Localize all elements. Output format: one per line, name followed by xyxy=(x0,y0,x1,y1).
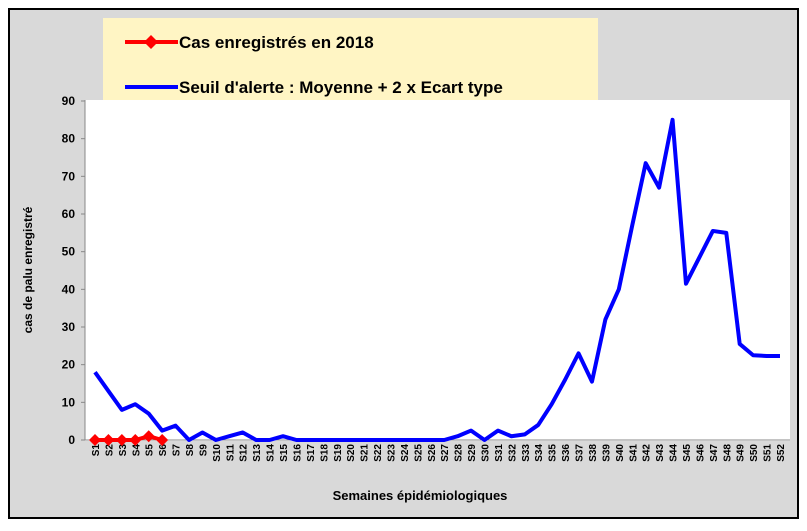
legend-label: Cas enregistrés en 2018 xyxy=(179,33,374,52)
x-tick-label: S8 xyxy=(185,444,196,457)
x-tick-label: S33 xyxy=(521,444,532,462)
x-tick-label: S3 xyxy=(118,444,129,457)
data-point xyxy=(89,434,101,446)
y-axis-title: cas de palu enregistré xyxy=(21,206,35,333)
y-tick-label: 10 xyxy=(62,395,76,409)
x-tick-label: S13 xyxy=(252,444,263,462)
x-tick-label: S14 xyxy=(266,444,277,462)
x-tick-label: S17 xyxy=(306,444,317,462)
x-tick-label: S52 xyxy=(776,444,787,462)
x-tick-label: S36 xyxy=(561,444,572,462)
x-tick-label: S21 xyxy=(360,444,371,462)
y-tick-label: 30 xyxy=(62,320,76,334)
x-tick-label: S26 xyxy=(427,444,438,462)
y-tick-label: 0 xyxy=(68,433,75,447)
x-tick-label: S7 xyxy=(172,444,183,457)
y-tick-label: 60 xyxy=(62,207,76,221)
x-tick-label: S47 xyxy=(709,444,720,462)
legend-marker xyxy=(144,35,158,49)
x-tick-label: S30 xyxy=(481,444,492,462)
data-point xyxy=(156,434,169,446)
x-tick-label: S1 xyxy=(91,444,102,457)
x-tick-label: S32 xyxy=(507,444,518,462)
legend-label: Seuil d'alerte : Moyenne + 2 x Ecart typ… xyxy=(179,78,503,97)
x-tick-label: S51 xyxy=(763,444,774,462)
x-tick-label: S22 xyxy=(373,444,384,462)
x-tick-label: S44 xyxy=(669,444,680,462)
x-tick-label: S19 xyxy=(333,444,344,462)
x-tick-label: S5 xyxy=(145,444,156,457)
x-tick-label: S4 xyxy=(131,444,142,457)
x-tick-label: S25 xyxy=(413,444,424,462)
x-tick-label: S42 xyxy=(642,444,653,462)
data-point xyxy=(102,434,115,446)
series-line xyxy=(93,117,780,442)
x-tick-label: S10 xyxy=(212,444,223,462)
x-tick-label: S31 xyxy=(494,444,505,462)
x-tick-label: S23 xyxy=(386,444,397,462)
x-tick-label: S12 xyxy=(239,444,250,462)
x-tick-label: S41 xyxy=(628,444,639,462)
plot-area xyxy=(85,100,790,441)
x-tick-label: S37 xyxy=(575,444,586,462)
x-tick-label: S24 xyxy=(400,444,411,462)
x-tick-label: S27 xyxy=(440,444,451,462)
x-tick-label: S46 xyxy=(695,444,706,462)
x-tick-label: S45 xyxy=(682,444,693,462)
x-tick-label: S18 xyxy=(319,444,330,462)
x-tick-label: S6 xyxy=(158,444,169,457)
x-tick-label: S15 xyxy=(279,444,290,462)
x-tick-label: S50 xyxy=(749,444,760,462)
y-tick-label: 50 xyxy=(62,245,76,259)
x-tick-label: S48 xyxy=(722,444,733,462)
legend-box xyxy=(103,18,598,100)
y-tick-label: 90 xyxy=(62,94,76,108)
data-point xyxy=(129,434,142,446)
y-tick-label: 20 xyxy=(62,358,76,372)
data-point xyxy=(115,434,128,446)
x-tick-label: S20 xyxy=(346,444,357,462)
x-tick-label: S2 xyxy=(104,444,115,457)
x-axis-title: Semaines épidémiologiques xyxy=(333,488,508,503)
x-tick-label: S34 xyxy=(534,444,545,462)
y-tick-label: 40 xyxy=(62,282,76,296)
x-tick-label: S49 xyxy=(736,444,747,462)
y-tick-label: 70 xyxy=(62,169,76,183)
x-tick-label: S40 xyxy=(615,444,626,462)
x-tick-label: S11 xyxy=(225,444,236,462)
x-tick-label: S39 xyxy=(601,444,612,462)
x-tick-label: S35 xyxy=(548,444,559,462)
x-tick-label: S29 xyxy=(467,444,478,462)
x-tick-label: S16 xyxy=(292,444,303,462)
data-point xyxy=(142,430,155,443)
x-tick-label: S38 xyxy=(588,444,599,462)
x-tick-label: S28 xyxy=(454,444,465,462)
x-tick-label: S43 xyxy=(655,444,666,462)
y-tick-label: 80 xyxy=(62,132,76,146)
x-tick-label: S9 xyxy=(198,444,209,457)
